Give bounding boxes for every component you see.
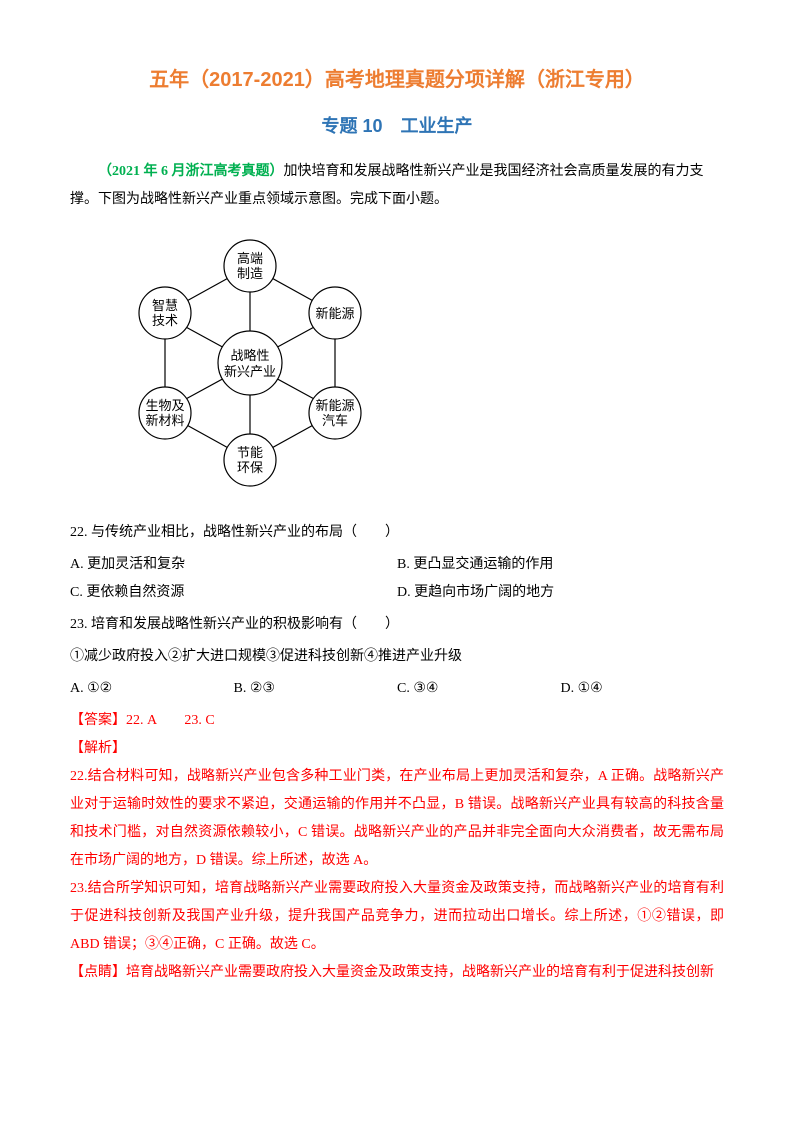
tip-line: 【点睛】培育战略新兴产业需要政府投入大量资金及政策支持，战略新兴产业的培育有利于… <box>70 959 724 987</box>
q23-C: C. ③④ <box>397 675 561 703</box>
q23-B: B. ②③ <box>234 675 398 703</box>
center-label-1: 战略性 <box>230 348 269 363</box>
node-bl-2: 新材料 <box>145 413 184 428</box>
q22-C: C. 更依赖自然资源 <box>70 579 397 607</box>
analysis-22: 22.结合材料可知，战略新兴产业包含多种工业门类，在产业布局上更加灵活和复杂，A… <box>70 763 724 875</box>
node-top-2: 制造 <box>237 266 263 281</box>
q22-D: D. 更趋向市场广阔的地方 <box>397 579 724 607</box>
strategic-industry-diagram: 战略性 新兴产业 高端 制造 新能源 新能源 汽车 节能 环保 生物及 新材料 … <box>100 228 724 509</box>
node-bottom-1: 节能 <box>237 445 263 460</box>
q22-options: A. 更加灵活和复杂 B. 更凸显交通运输的作用 C. 更依赖自然资源 D. 更… <box>70 551 724 607</box>
sub-title: 专题 10 工业生产 <box>70 108 724 144</box>
analysis-heading: 【解析】 <box>70 735 724 763</box>
node-br-2: 汽车 <box>322 413 348 428</box>
node-tr-1: 新能源 <box>315 306 354 321</box>
q22-B: B. 更凸显交通运输的作用 <box>397 551 724 579</box>
main-title: 五年（2017-2021）高考地理真题分项详解（浙江专用） <box>70 60 724 100</box>
node-br-1: 新能源 <box>315 398 354 413</box>
q23-A: A. ①② <box>70 675 234 703</box>
answer-line: 【答案】22. A 23. C <box>70 707 724 735</box>
source-label: （2021 年 6 月浙江高考真题） <box>98 164 284 179</box>
q22-A: A. 更加灵活和复杂 <box>70 551 397 579</box>
q23-line: ①减少政府投入②扩大进口规模③促进科技创新④推进产业升级 <box>70 643 724 671</box>
q23-stem: 23. 培育和发展战略性新兴产业的积极影响有（ ） <box>70 611 724 639</box>
q22-stem: 22. 与传统产业相比，战略性新兴产业的布局（ ） <box>70 519 724 547</box>
center-label-2: 新兴产业 <box>224 364 276 379</box>
q23-D: D. ①④ <box>561 675 725 703</box>
node-tl-1: 智慧 <box>152 298 178 313</box>
node-top-1: 高端 <box>237 251 263 266</box>
q23-options: A. ①② B. ②③ C. ③④ D. ①④ <box>70 675 724 703</box>
node-tl-2: 技术 <box>152 313 178 328</box>
node-bottom-2: 环保 <box>237 460 263 475</box>
node-bl-1: 生物及 <box>145 398 184 413</box>
intro-paragraph: （2021 年 6 月浙江高考真题）加快培育和发展战略性新兴产业是我国经济社会高… <box>70 158 724 214</box>
analysis-23: 23.结合所学知识可知，培育战略新兴产业需要政府投入大量资金及政策支持，而战略新… <box>70 875 724 959</box>
